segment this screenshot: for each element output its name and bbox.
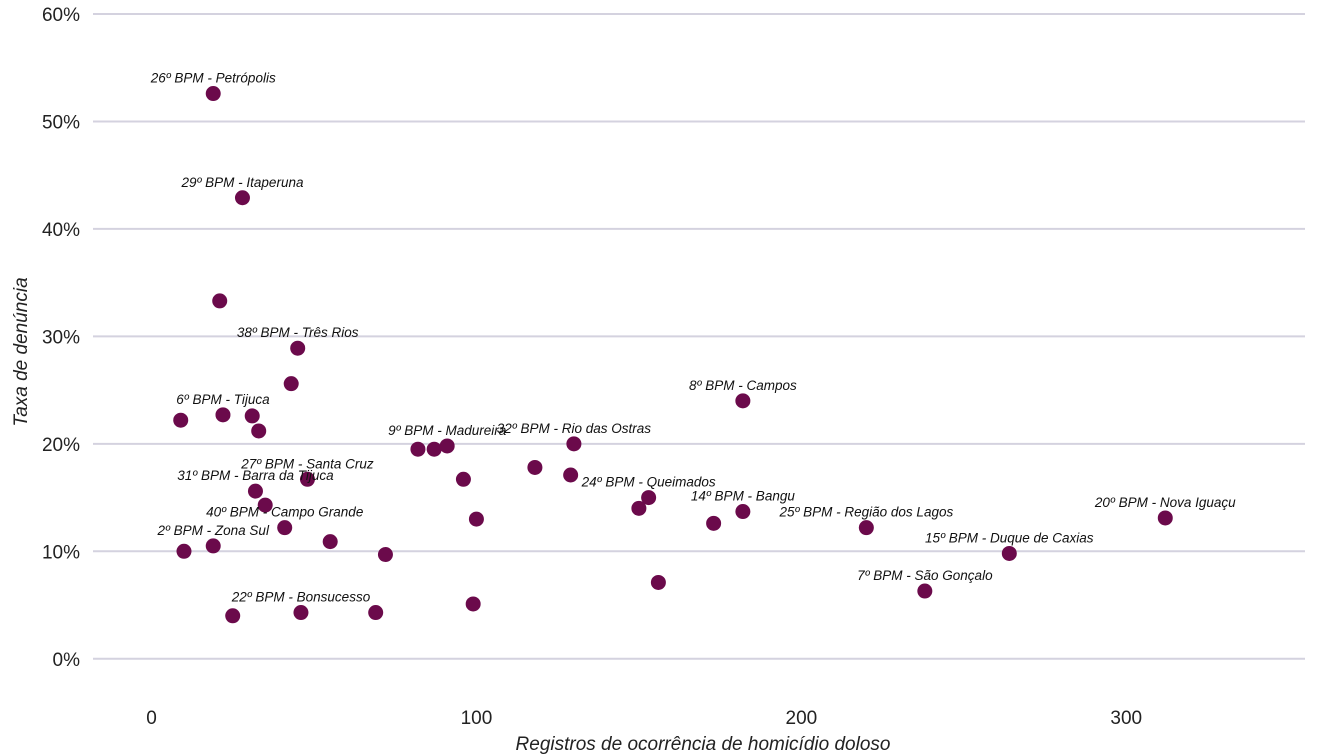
point-label: 40º BPM - Campo Grande <box>206 505 363 520</box>
x-tick-label: 300 <box>1110 708 1142 729</box>
x-axis-title: Registros de ocorrência de homicídio dol… <box>516 734 891 754</box>
point-label: 8º BPM - Campos <box>689 378 797 393</box>
y-tick-label: 0% <box>53 650 81 671</box>
data-point <box>566 436 582 452</box>
data-point <box>650 574 666 590</box>
data-point <box>290 340 306 356</box>
data-point <box>212 293 228 309</box>
point-label: 6º BPM - Tijuca <box>176 392 270 407</box>
point-label: 20º BPM - Nova Iguaçu <box>1094 495 1236 510</box>
data-point <box>176 543 192 559</box>
point-label: 26º BPM - Petrópolis <box>150 71 276 86</box>
data-point <box>1157 510 1173 526</box>
y-tick-label: 40% <box>42 220 80 241</box>
data-point <box>410 441 426 457</box>
data-point <box>706 515 722 531</box>
data-point <box>735 504 751 520</box>
y-tick-label: 50% <box>42 112 80 133</box>
data-point <box>631 500 647 516</box>
data-point <box>277 520 293 536</box>
point-label: 27º BPM - Santa Cruz <box>240 456 374 471</box>
data-point <box>215 407 231 423</box>
data-point <box>299 471 315 487</box>
x-tick-label: 0 <box>146 708 157 729</box>
data-point <box>858 520 874 536</box>
x-tick-label: 100 <box>461 708 493 729</box>
y-axis-ticks: 0% 10% 20% 30% 40% 50% 60% <box>42 5 80 671</box>
point-label: 9º BPM - Madureira <box>388 423 507 438</box>
data-point <box>465 596 481 612</box>
data-point <box>244 408 260 424</box>
data-point <box>205 86 221 102</box>
data-point <box>234 190 250 206</box>
data-point <box>377 547 393 563</box>
point-label: 2º BPM - Zona Sul <box>156 523 269 538</box>
point-label: 31º BPM - Barra da Tijuca <box>177 468 334 483</box>
data-point <box>527 459 543 475</box>
data-point <box>468 511 484 527</box>
data-point <box>283 376 299 392</box>
x-tick-label: 200 <box>786 708 818 729</box>
y-axis-title: Taxa de denúncia <box>11 277 32 426</box>
y-tick-label: 10% <box>42 542 80 563</box>
point-label: 38º BPM - Três Rios <box>237 325 359 340</box>
data-point <box>563 467 579 483</box>
data-point <box>368 605 384 621</box>
point-label: 29º BPM - Itaperuna <box>180 175 303 190</box>
data-point <box>173 412 189 428</box>
point-label: 22º BPM - Bonsucesso <box>231 590 371 605</box>
data-point <box>426 441 442 457</box>
data-point <box>322 534 338 550</box>
point-labels: 26º BPM - Petrópolis 29º BPM - Itaperuna 3… <box>150 71 1236 605</box>
data-point <box>205 538 221 554</box>
point-label: 7º BPM - São Gonçalo <box>857 568 993 583</box>
data-point <box>251 423 267 439</box>
point-label: 24º BPM - Queimados <box>581 475 716 490</box>
point-label: 32º BPM - Rio das Ostras <box>497 421 651 436</box>
point-label: 25º BPM - Região dos Lagos <box>778 505 953 520</box>
y-tick-label: 20% <box>42 435 80 456</box>
x-axis-ticks: 0 100 200 300 <box>146 708 1142 729</box>
point-label: 14º BPM - Bangu <box>691 489 795 504</box>
data-point <box>257 497 273 513</box>
point-label: 15º BPM - Duque de Caxias <box>925 530 1094 545</box>
data-point <box>247 483 263 499</box>
data-point <box>455 471 471 487</box>
data-point <box>439 438 455 454</box>
gridlines <box>93 13 1305 660</box>
y-tick-label: 30% <box>42 327 80 348</box>
data-point <box>1001 545 1017 561</box>
data-point <box>735 393 751 409</box>
data-point <box>641 490 657 506</box>
data-point <box>225 608 241 624</box>
data-point <box>293 605 309 621</box>
data-points <box>173 86 1173 624</box>
y-tick-label: 60% <box>42 5 80 26</box>
data-point <box>917 583 933 599</box>
